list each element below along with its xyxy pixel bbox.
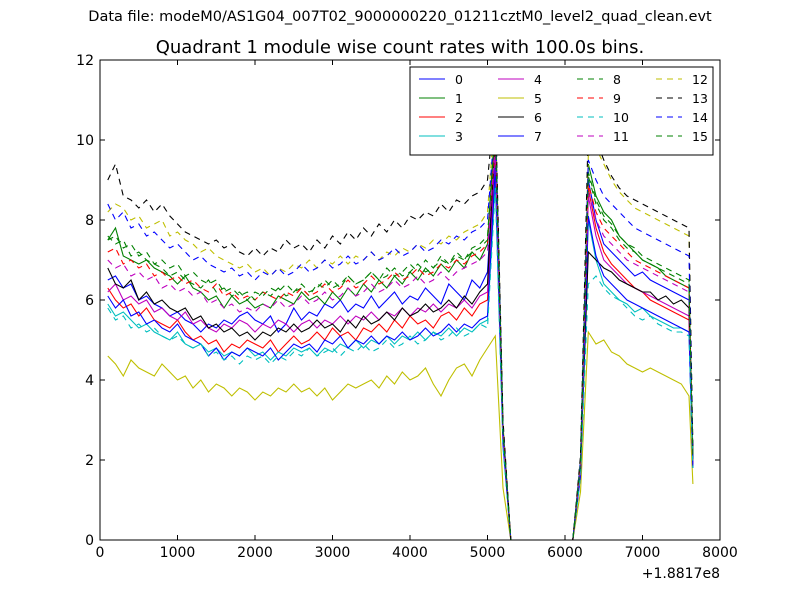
y-tick-label: 2 <box>85 453 94 469</box>
legend-label-2: 2 <box>455 110 463 125</box>
series-line-10 <box>107 187 694 540</box>
legend-label-3: 3 <box>455 129 463 144</box>
y-tick-label: 12 <box>76 53 94 69</box>
x-tick-label: 1000 <box>160 545 196 561</box>
chart-title: Quadrant 1 module wise count rates with … <box>155 37 645 58</box>
legend-label-8: 8 <box>613 72 621 87</box>
series-line-5 <box>107 330 694 540</box>
x-tick-label: 8000 <box>702 545 738 561</box>
y-tick-label: 8 <box>85 213 94 229</box>
series-line-9 <box>107 135 694 540</box>
series-layer <box>107 99 694 540</box>
data-file-caption: Data file: modeM0/AS1G04_007T02_90000002… <box>88 9 712 25</box>
x-tick-label: 7000 <box>625 545 661 561</box>
series-line-11 <box>107 143 694 540</box>
legend-box <box>409 66 714 156</box>
legend-label-5: 5 <box>534 91 542 106</box>
legend-label-9: 9 <box>613 91 621 106</box>
series-line-12 <box>107 107 694 540</box>
y-tick-label: 6 <box>85 293 94 309</box>
series-line-0 <box>107 139 694 540</box>
x-tick-label: 3000 <box>315 545 351 561</box>
series-line-6 <box>107 131 694 540</box>
legend-label-13: 13 <box>692 91 708 106</box>
series-line-7 <box>107 167 694 540</box>
series-line-8 <box>107 123 694 540</box>
legend-label-10: 10 <box>613 110 629 125</box>
legend-label-15: 15 <box>692 129 708 144</box>
x-tick-label: 6000 <box>547 545 583 561</box>
x-tick-label: 4000 <box>392 545 428 561</box>
series-line-14 <box>107 115 694 540</box>
axes-ticks: 0 1000 2000 3000 4000 5000 6000 7000 80000246810… <box>76 53 738 561</box>
legend-label-4: 4 <box>534 72 542 87</box>
series-line-15 <box>107 127 694 540</box>
legend-label-12: 12 <box>692 72 708 87</box>
series-line-1 <box>107 119 694 540</box>
legend-label-7: 7 <box>534 129 542 144</box>
legend-label-1: 1 <box>455 91 463 106</box>
y-tick-label: 0 <box>85 533 94 549</box>
y-tick-label: 10 <box>76 133 94 149</box>
x-tick-label: 2000 <box>237 545 273 561</box>
legend-label-11: 11 <box>613 129 629 144</box>
legend-label-14: 14 <box>692 110 708 125</box>
y-tick-label: 4 <box>85 373 94 389</box>
legend-label-6: 6 <box>534 110 542 125</box>
x-tick-label: 0 <box>96 545 105 561</box>
legend-label-0: 0 <box>455 72 463 87</box>
x-offset-label: +1.8817e8 <box>642 566 720 582</box>
series-line-2 <box>107 147 694 540</box>
x-tick-label: 5000 <box>470 545 506 561</box>
series-line-3 <box>107 179 694 540</box>
